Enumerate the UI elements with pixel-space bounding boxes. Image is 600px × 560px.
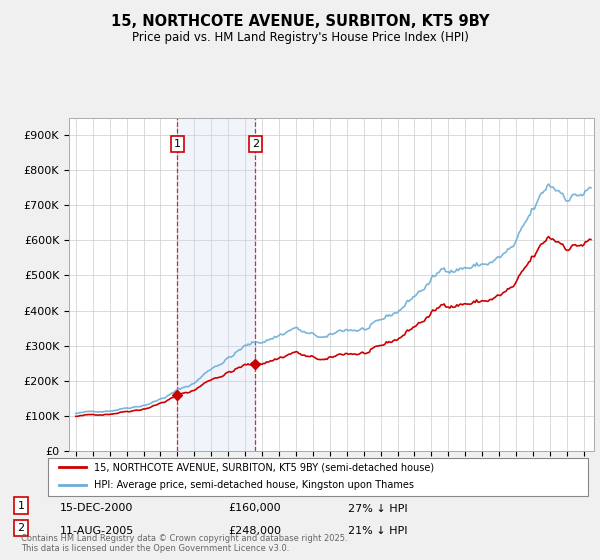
Bar — [178, 118, 255, 451]
Text: 11-AUG-2005: 11-AUG-2005 — [60, 526, 134, 536]
Text: Contains HM Land Registry data © Crown copyright and database right 2025.
This d: Contains HM Land Registry data © Crown c… — [21, 534, 347, 553]
Text: 2: 2 — [252, 139, 259, 150]
Text: 1: 1 — [17, 501, 25, 511]
Text: 2: 2 — [17, 523, 25, 533]
Text: 15, NORTHCOTE AVENUE, SURBITON, KT5 9BY (semi-detached house): 15, NORTHCOTE AVENUE, SURBITON, KT5 9BY … — [94, 462, 434, 472]
Text: HPI: Average price, semi-detached house, Kingston upon Thames: HPI: Average price, semi-detached house,… — [94, 480, 414, 490]
Text: Price paid vs. HM Land Registry's House Price Index (HPI): Price paid vs. HM Land Registry's House … — [131, 31, 469, 44]
Text: 1: 1 — [174, 139, 181, 150]
Text: 15, NORTHCOTE AVENUE, SURBITON, KT5 9BY: 15, NORTHCOTE AVENUE, SURBITON, KT5 9BY — [111, 14, 489, 29]
FancyBboxPatch shape — [48, 458, 588, 496]
Text: £248,000: £248,000 — [228, 526, 281, 536]
Text: £160,000: £160,000 — [228, 503, 281, 514]
Text: 15-DEC-2000: 15-DEC-2000 — [60, 503, 133, 514]
Text: 21% ↓ HPI: 21% ↓ HPI — [348, 526, 407, 536]
Text: 27% ↓ HPI: 27% ↓ HPI — [348, 503, 407, 514]
